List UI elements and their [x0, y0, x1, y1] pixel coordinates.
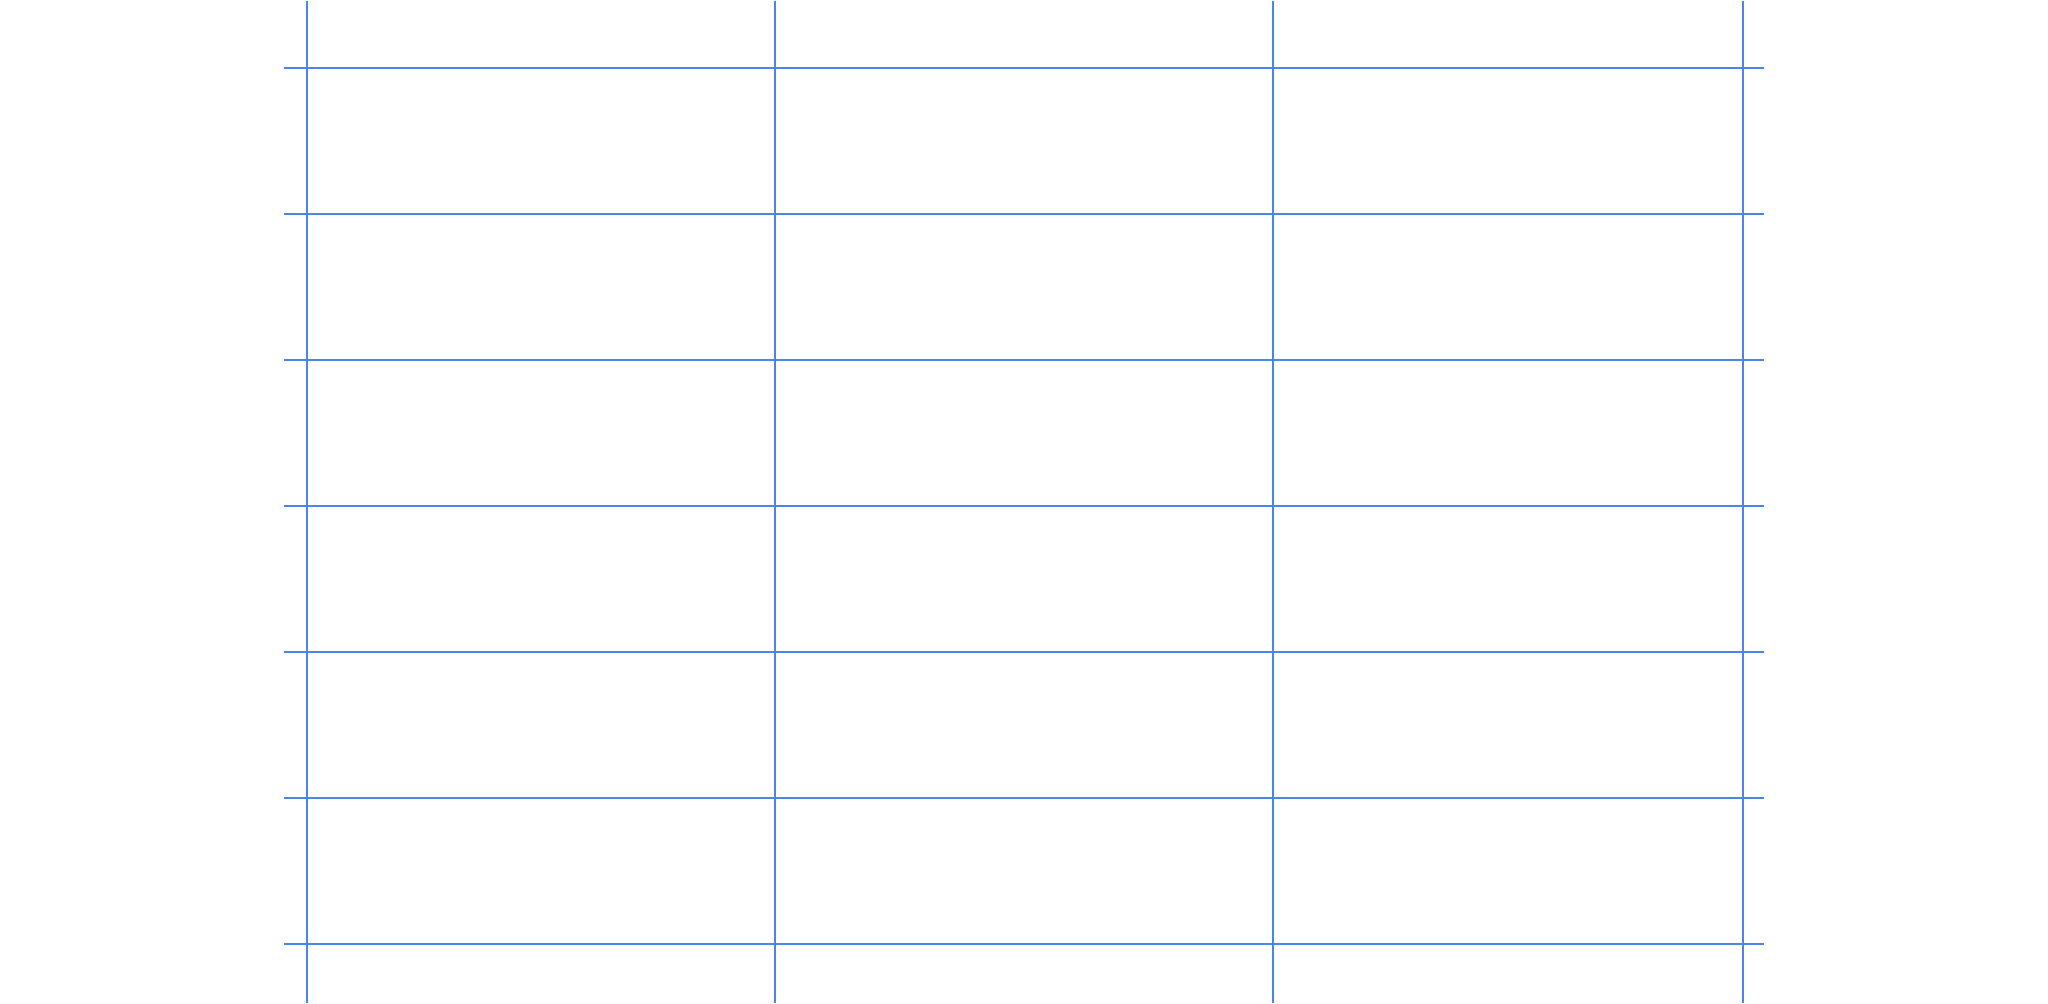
grid-cell [775, 798, 1273, 944]
grid-cell [1273, 68, 1743, 214]
grid-cell [1273, 360, 1743, 506]
grid-cell [1273, 214, 1743, 360]
grid-cell [775, 506, 1273, 652]
grid-lines [284, 1, 1764, 1003]
grid-cell [775, 68, 1273, 214]
grid-cell [307, 360, 775, 506]
grid-cell [1273, 798, 1743, 944]
grid-cell [307, 214, 775, 360]
grid-cell [1273, 652, 1743, 798]
grid-cell [307, 68, 775, 214]
grid-cell [775, 360, 1273, 506]
grid-cell [775, 214, 1273, 360]
grid-cell [307, 652, 775, 798]
grid-cell [775, 652, 1273, 798]
grid-cell [307, 798, 775, 944]
grid-cell [1273, 506, 1743, 652]
grid-cell [307, 506, 775, 652]
